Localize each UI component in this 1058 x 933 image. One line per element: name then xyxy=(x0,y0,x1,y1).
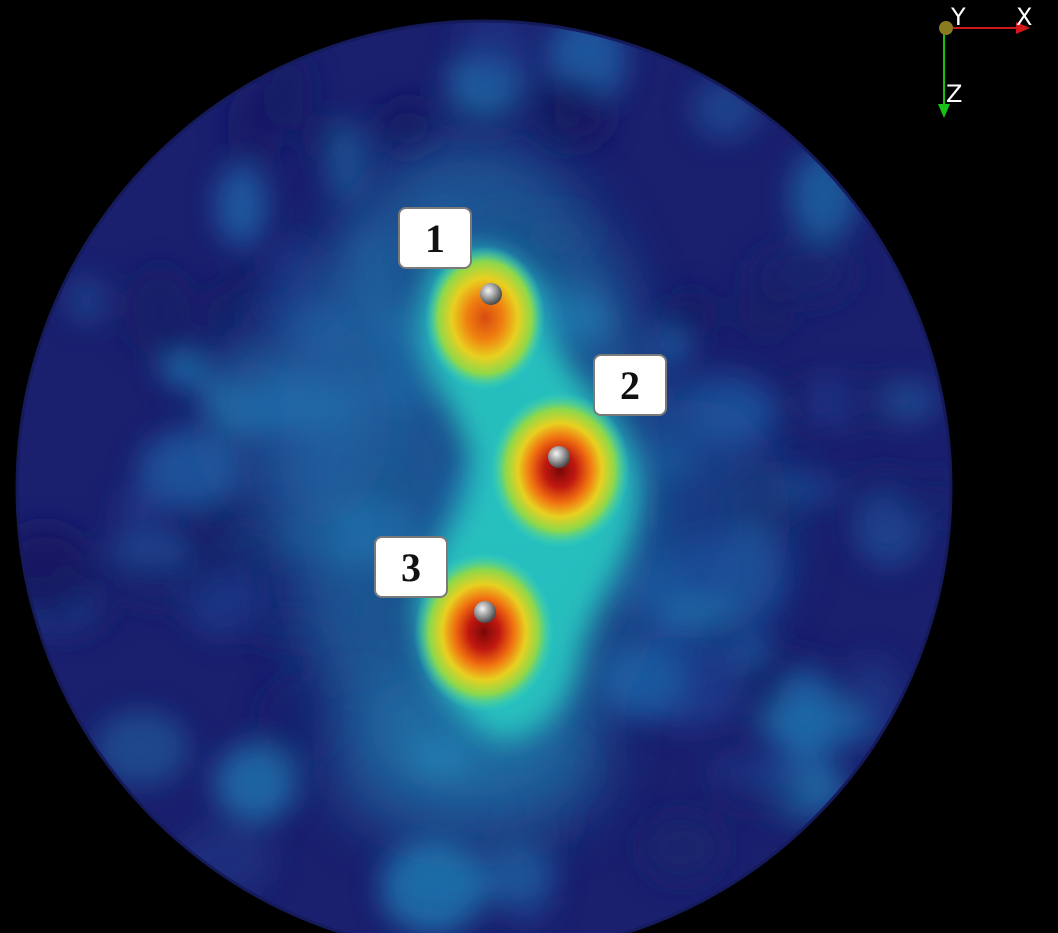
texture-blob xyxy=(107,531,198,566)
source-markers xyxy=(474,283,570,623)
texture-blob xyxy=(739,277,795,339)
texture-blob xyxy=(882,381,938,422)
hotspot-group xyxy=(414,246,630,712)
texture-blob xyxy=(437,105,519,135)
heatmap-disc xyxy=(15,19,953,933)
texture-blob xyxy=(529,73,583,151)
texture-blob xyxy=(458,21,531,90)
texture-blob xyxy=(117,486,163,531)
source-sphere-3 xyxy=(474,601,496,623)
texture-blob xyxy=(214,743,297,823)
y-axis-label: Y xyxy=(950,3,966,31)
texture-blob xyxy=(379,101,437,155)
texture-blob xyxy=(94,710,189,787)
texture-blob xyxy=(662,291,719,337)
source-sphere-1 xyxy=(480,283,502,305)
marker-label-1-text: 1 xyxy=(425,215,445,261)
marker-label-2: 2 xyxy=(593,354,667,416)
source-sphere-2 xyxy=(548,446,570,468)
z-axis-arrow xyxy=(938,104,950,118)
texture-blob xyxy=(326,120,367,202)
marker-label-2-text: 2 xyxy=(620,362,640,408)
texture-blob xyxy=(124,266,196,358)
z-axis-label: Z xyxy=(946,80,962,108)
texture-blob xyxy=(258,673,347,761)
marker-label-3-text: 3 xyxy=(401,544,421,590)
texture-blob xyxy=(262,50,313,131)
texture-blob xyxy=(465,850,552,906)
texture-blob xyxy=(896,476,951,522)
texture-blob xyxy=(17,526,93,618)
texture-blob xyxy=(716,783,807,812)
hotspot-1 xyxy=(425,246,545,390)
hotspot-2 xyxy=(490,392,630,548)
texture-blob xyxy=(640,813,723,882)
marker-label-1: 1 xyxy=(398,207,472,269)
texture-blob xyxy=(215,164,268,247)
axes-triad: Y X Z xyxy=(938,3,1032,118)
x-axis-label: X xyxy=(1016,3,1032,31)
y-axis-dot xyxy=(939,21,953,35)
texture-blob xyxy=(173,826,275,897)
marker-label-3: 3 xyxy=(374,536,448,598)
texture-blob xyxy=(380,840,485,933)
texture-blob xyxy=(67,276,106,325)
texture-blob xyxy=(758,697,869,753)
hotspot-3 xyxy=(414,552,554,712)
x-axis-arrow xyxy=(1016,22,1030,34)
texture-blob xyxy=(705,754,810,785)
